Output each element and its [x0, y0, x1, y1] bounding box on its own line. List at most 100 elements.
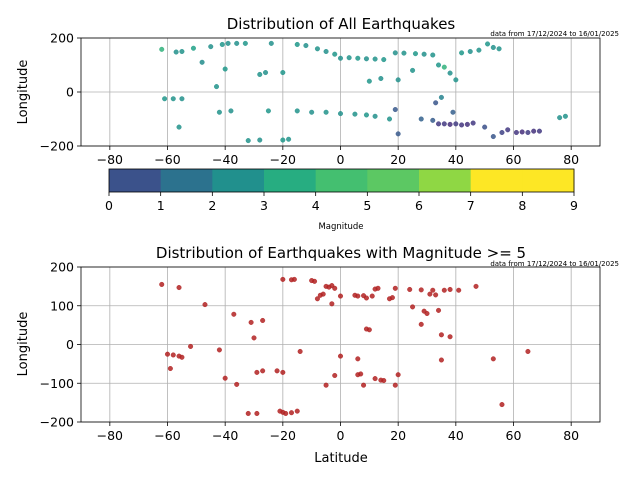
bottom-data-point [260, 317, 266, 323]
bottom-data-point [456, 287, 462, 293]
top-data-point [421, 51, 427, 57]
top-data-point [531, 128, 537, 134]
magnitude-5-chart: Distribution of Earthquakes with Magnitu… [16, 244, 619, 466]
top-data-point [303, 43, 309, 49]
bottom-data-point [245, 410, 251, 416]
top-data-point [214, 84, 220, 90]
colorbar-tick-label: 9 [570, 198, 578, 213]
colorbar-segment [522, 169, 575, 192]
colorbar-segment [160, 169, 213, 192]
bottom-data-point [291, 276, 297, 282]
colorbar-segment [264, 169, 317, 192]
colorbar-tick-label: 1 [157, 198, 165, 213]
bottom-data-point [179, 354, 185, 360]
bottom-data-point [438, 332, 444, 338]
top-data-point [513, 129, 519, 135]
top-data-point [490, 44, 496, 50]
top-data-point [332, 51, 338, 57]
top-data-point [459, 122, 465, 128]
bottom-data-point [490, 356, 496, 362]
bottom-data-point [323, 382, 329, 388]
top-y-tick-label: −200 [40, 139, 74, 154]
bottom-data-point [338, 293, 344, 299]
top-data-point [430, 117, 436, 123]
top-data-point [505, 127, 511, 133]
top-data-point [366, 78, 372, 84]
top-data-point [499, 129, 505, 135]
top-x-tick-label: 0 [337, 152, 345, 167]
top-data-point [363, 56, 369, 62]
top-data-point [314, 46, 320, 52]
top-chart-title: Distribution of All Earthquakes [227, 15, 456, 33]
top-data-point [447, 70, 453, 76]
bottom-data-point [447, 334, 453, 340]
top-data-point [190, 45, 196, 51]
colorbar-tick-label: 4 [312, 198, 320, 213]
top-data-point [496, 46, 502, 52]
top-date-range-note: data from 17/12/2024 to 16/01/2025 [490, 30, 619, 38]
bottom-data-point [375, 285, 381, 291]
top-data-point [355, 55, 361, 61]
top-data-point [441, 121, 447, 127]
top-data-point [216, 109, 222, 115]
bottom-x-tick-label: −60 [154, 428, 180, 443]
colorbar-segment [212, 169, 265, 192]
bottom-y-tick-label: 100 [50, 298, 74, 313]
bottom-data-point [294, 408, 300, 414]
top-data-point [286, 136, 292, 142]
top-data-point [536, 128, 542, 134]
magnitude-colorbar: 0 1 2 3 4 5 6 7 8 9 Magnitude [105, 168, 578, 232]
bottom-data-point [170, 352, 176, 358]
top-y-axis-label: Longitude [16, 60, 31, 125]
top-data-point [294, 108, 300, 114]
top-x-tick-label: −40 [212, 152, 238, 167]
top-data-point [519, 129, 525, 135]
bottom-data-point [280, 276, 286, 282]
bottom-data-point [389, 295, 395, 301]
bottom-data-point [395, 372, 401, 378]
top-data-point [257, 137, 263, 143]
all-earthquakes-chart: Distribution of All Earthquakes data fro… [16, 15, 619, 167]
top-data-point [352, 111, 358, 117]
top-x-tick-label: 40 [448, 152, 464, 167]
top-data-point [412, 51, 418, 57]
bottom-data-point [525, 348, 531, 354]
bottom-data-point [355, 356, 361, 362]
bottom-data-point [427, 291, 433, 297]
top-data-point [225, 40, 231, 46]
bottom-data-point [216, 347, 222, 353]
top-data-point [219, 41, 225, 47]
top-x-ticks: −80 −60 −40 −20 0 20 40 60 80 [97, 146, 579, 167]
top-data-point [268, 40, 274, 46]
bottom-data-point [231, 311, 237, 317]
top-data-point [294, 41, 300, 47]
top-data-point [338, 55, 344, 61]
bottom-data-point [418, 321, 424, 327]
top-data-point [228, 108, 234, 114]
bottom-data-point [176, 285, 182, 291]
top-data-point [159, 46, 165, 52]
bottom-data-point [297, 348, 303, 354]
bottom-data-point [164, 351, 170, 357]
bottom-data-point [188, 343, 194, 349]
bottom-data-point [254, 369, 260, 375]
colorbar-label: Magnitude [318, 222, 363, 232]
bottom-data-point [280, 369, 286, 375]
colorbar-ticks: 0 1 2 3 4 5 6 7 8 9 [105, 192, 578, 213]
top-data-point [525, 129, 531, 135]
bottom-data-point [254, 410, 260, 416]
bottom-data-point [369, 293, 375, 299]
top-data-point [199, 59, 205, 65]
bottom-x-axis-label: Latitude [314, 451, 368, 466]
top-data-point [265, 108, 271, 114]
bottom-data-point [314, 296, 320, 302]
top-data-point [363, 112, 369, 118]
bottom-data-point [260, 368, 266, 374]
top-data-point [392, 50, 398, 56]
colorbar-tick-label: 6 [415, 198, 423, 213]
bottom-data-point [332, 373, 338, 379]
top-y-tick-label: 200 [50, 31, 74, 46]
top-data-point [441, 64, 447, 70]
bottom-x-tick-label: 40 [448, 428, 464, 443]
top-data-point [418, 116, 424, 122]
